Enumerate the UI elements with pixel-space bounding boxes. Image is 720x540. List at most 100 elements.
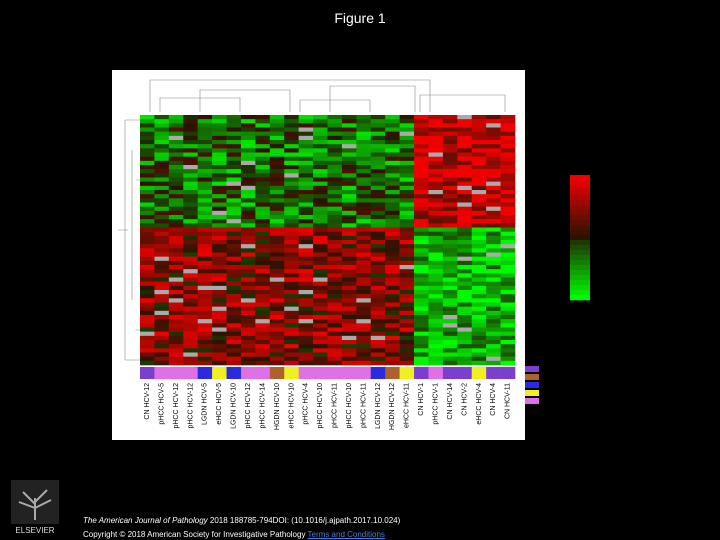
heatmap-cell — [486, 135, 501, 141]
heatmap-cell — [327, 190, 343, 195]
heatmap-cell — [313, 327, 328, 332]
heatmap: CN HCV-12 pHCC HCV-5 pHCC HCV-12 pHCC HCV-1… — [140, 115, 568, 430]
heatmap-cell — [428, 256, 444, 262]
heatmap-cell — [486, 231, 501, 237]
heatmap-cell — [313, 244, 328, 249]
heatmap-cell — [284, 285, 299, 291]
heatmap-cell — [457, 352, 473, 357]
heatmap-cell — [500, 327, 516, 332]
heatmap-cell — [269, 173, 285, 178]
heatmap-cell — [140, 156, 155, 162]
scale-step — [570, 225, 590, 231]
heatmap-cell — [370, 173, 386, 178]
heatmap-cell — [399, 210, 415, 216]
heatmap-cell — [370, 315, 386, 320]
heatmap-cell — [240, 152, 256, 157]
heatmap-cell — [168, 344, 184, 349]
heatmap-cell — [399, 331, 415, 337]
heatmap-cell — [284, 131, 299, 137]
heatmap-cell — [500, 144, 516, 149]
heatmap-cell — [226, 156, 242, 162]
heatmap-cell — [313, 148, 328, 153]
heatmap-cell — [298, 240, 314, 245]
heatmap-cell — [269, 315, 285, 320]
heatmap-cell — [341, 256, 357, 262]
heatmap-cell — [385, 152, 400, 157]
heatmap-cell — [255, 119, 271, 124]
heatmap-cell — [500, 206, 516, 212]
heatmap-cell — [197, 202, 213, 207]
heatmap-cell — [183, 260, 198, 266]
heatmap-cell — [313, 356, 328, 362]
heatmap-cell — [486, 344, 501, 349]
heatmap-cell — [240, 177, 256, 182]
heatmap-cell — [269, 248, 285, 253]
heatmap-cell — [442, 156, 458, 162]
column-label: LGDN HCV-12 — [375, 383, 382, 429]
heatmap-cell — [356, 344, 372, 349]
heatmap-cell — [212, 198, 227, 203]
heatmap-cell — [341, 306, 357, 312]
heatmap-cell — [313, 119, 328, 124]
heatmap-cell — [240, 265, 256, 270]
heatmap-cell — [327, 306, 343, 312]
heatmap-cell — [298, 144, 314, 149]
heatmap-cell — [457, 335, 473, 341]
heatmap-cell — [255, 123, 271, 128]
heatmap-cell — [414, 356, 429, 362]
heatmap-cell — [500, 348, 516, 353]
heatmap-cell — [428, 260, 444, 266]
heatmap-cell — [414, 269, 429, 274]
heatmap-cell — [500, 127, 516, 132]
heatmap-cell — [471, 131, 487, 137]
heatmap-cell — [255, 177, 271, 182]
heatmap-cell — [414, 273, 429, 278]
heatmap-cell — [240, 148, 256, 153]
heatmap-cell — [269, 331, 285, 337]
heatmap-cell — [414, 144, 429, 149]
heatmap-cell — [442, 185, 458, 191]
heatmap-cell — [399, 185, 415, 191]
heatmap-cell — [327, 173, 343, 178]
heatmap-cell — [457, 319, 473, 324]
scale-step — [570, 295, 590, 301]
heatmap-cell — [341, 315, 357, 320]
terms-link[interactable]: Terms and Conditions — [307, 530, 385, 539]
heatmap-cell — [284, 177, 299, 182]
heatmap-cell — [428, 277, 444, 282]
heatmap-cell — [500, 131, 516, 137]
scale-step — [570, 240, 590, 246]
heatmap-cell — [500, 181, 516, 187]
heatmap-cell — [385, 227, 400, 232]
heatmap-cell — [284, 335, 299, 341]
heatmap-cell — [428, 335, 444, 341]
heatmap-cell — [385, 327, 400, 332]
column-label: pHCC HCV-11 — [332, 383, 339, 428]
heatmap-cell — [356, 256, 372, 262]
heatmap-cell — [154, 185, 170, 191]
heatmap-cell — [269, 119, 285, 124]
heatmap-cell — [457, 248, 473, 253]
heatmap-cell — [428, 127, 444, 132]
heatmap-cell — [298, 273, 314, 278]
heatmap-cell — [240, 198, 256, 203]
heatmap-cell — [356, 281, 372, 287]
heatmap-cell — [212, 348, 227, 353]
heatmap-cell — [183, 315, 198, 320]
citation: The American Journal of Pathology 2018 1… — [83, 514, 400, 540]
heatmap-cell — [500, 227, 516, 232]
heatmap-cell — [327, 210, 343, 216]
heatmap-cell — [269, 265, 285, 270]
heatmap-cell — [341, 140, 357, 145]
heatmap-cell — [356, 298, 372, 303]
heatmap-cell — [414, 240, 429, 245]
heatmap-cell — [442, 360, 458, 366]
heatmap-cell — [327, 285, 343, 291]
heatmap-cell — [298, 294, 314, 299]
heatmap-cell — [457, 256, 473, 262]
heatmap-cell — [240, 160, 256, 166]
column-label: pHCC HCV-10 — [317, 383, 324, 429]
heatmap-cell — [183, 302, 198, 307]
sample-group-cell — [140, 367, 155, 379]
heatmap-cell — [428, 235, 444, 241]
